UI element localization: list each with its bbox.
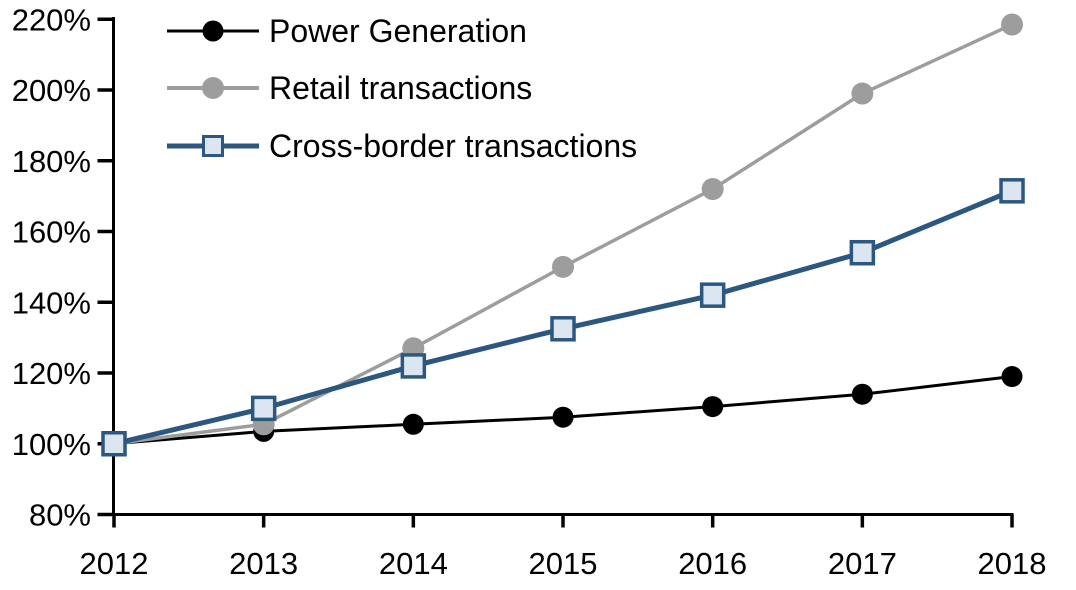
circle-marker-icon (202, 77, 224, 100)
legend-swatch-cross-border-transactions (167, 133, 259, 159)
y-axis-tick-label: 80% (29, 498, 91, 533)
legend-label-cross-border-transactions: Cross-border transactions (269, 127, 638, 164)
legend-label-retail-transactions: Retail transactions (269, 70, 533, 107)
y-axis-tick-label: 200% (12, 73, 91, 108)
data-point-marker (400, 353, 427, 379)
series-cross-border-transactions (101, 178, 1025, 457)
data-point-marker (101, 431, 127, 457)
y-axis-tick-label: 220% (12, 2, 91, 37)
y-axis-tick-label: 100% (12, 427, 91, 462)
data-point-marker (1001, 366, 1023, 388)
data-point-marker (402, 413, 424, 435)
chart-legend: Power Generation Retail transactions Cro… (167, 2, 637, 175)
data-point-marker (552, 406, 574, 428)
data-point-marker (851, 82, 874, 105)
legend-label-power-generation: Power Generation (269, 12, 527, 49)
legend-item-power-generation: Power Generation (167, 2, 637, 60)
data-point-marker (701, 178, 724, 201)
circle-marker-icon (202, 20, 224, 42)
data-point-marker (250, 395, 277, 422)
legend-swatch-retail-transactions (167, 75, 259, 101)
y-axis-tick-label: 140% (12, 285, 91, 320)
square-marker-icon (202, 134, 224, 157)
series-power-generation (103, 366, 1023, 455)
legend-item-retail-transactions: Retail transactions (167, 60, 637, 118)
x-axis-tick-label: 2012 (80, 546, 149, 581)
x-axis-tick-label: 2017 (828, 546, 897, 581)
data-point-marker (849, 239, 876, 266)
data-point-marker (699, 282, 726, 308)
legend-swatch-power-generation (167, 18, 259, 44)
data-point-marker (1001, 13, 1024, 36)
data-point-marker (851, 383, 873, 405)
data-point-marker (999, 178, 1025, 204)
legend-item-cross-border-transactions: Cross-border transactions (167, 117, 637, 175)
y-axis-tick-label: 160% (12, 215, 91, 250)
x-axis-tick-label: 2013 (229, 546, 298, 581)
x-axis-tick-label: 2018 (978, 546, 1047, 581)
x-axis-tick-label: 2014 (379, 546, 448, 581)
axes: 80% 100% 120% 140% 160% 180% 200% 220% 2012 2013 2… (12, 2, 1047, 581)
x-axis-tick-label: 2015 (529, 546, 598, 581)
y-axis-tick-label: 120% (12, 356, 91, 391)
data-point-marker (702, 396, 724, 418)
y-axis-tick-label: 180% (12, 144, 91, 179)
data-point-marker (550, 316, 576, 342)
data-point-marker (552, 255, 575, 278)
x-axis-tick-label: 2016 (678, 546, 747, 581)
